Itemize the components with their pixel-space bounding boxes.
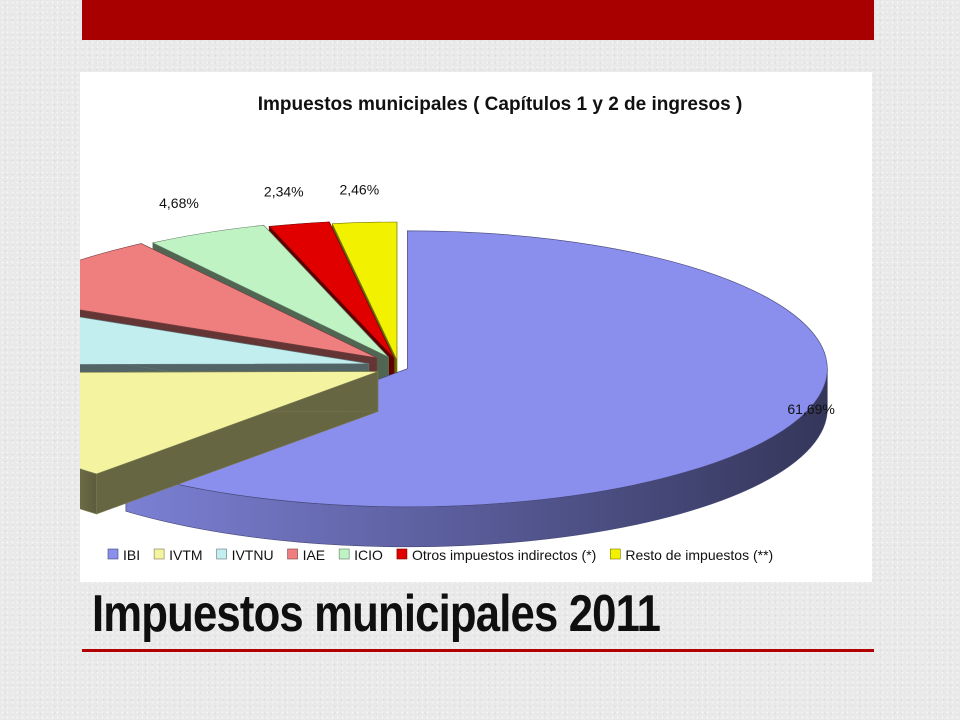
legend-item-ivtnu: IVTNU — [216, 547, 274, 563]
legend: IBI IVTM IVTNU IAE ICIO Otros impuestos indir… — [107, 547, 773, 563]
slice-top — [331, 221, 398, 361]
legend-swatch — [610, 548, 621, 560]
legend-label: IVTNU — [232, 547, 274, 563]
legend-label: Otros impuestos indirectos (*) — [412, 547, 596, 563]
legend-label: IAE — [303, 547, 326, 563]
legend-item-resto-de-impuestos: Resto de impuestos (**) — [610, 547, 773, 563]
slice-top — [80, 371, 379, 475]
legend-item-ibi: IBI — [107, 547, 140, 563]
legend-swatch — [107, 548, 119, 560]
legend-item-icio: ICIO — [338, 547, 383, 563]
pie-slice-ivtm — [80, 371, 379, 515]
data-labels: 61,69%13,18%7,41%8,25%4,68%2,34%2,46% — [159, 181, 835, 417]
data-label-resto-de-impuestos: 2,46% — [339, 181, 379, 197]
legend-label: ICIO — [354, 547, 383, 563]
data-label-ibi: 61,69% — [787, 401, 834, 417]
chart-title: Impuestos municipales ( Capítulos 1 y 2 … — [258, 94, 743, 115]
legend-swatch — [338, 548, 350, 560]
pie-chart: Impuestos municipales ( Capítulos 1 y 2 … — [80, 94, 835, 563]
slice-top — [151, 225, 389, 358]
legend-label: Resto de impuestos (**) — [625, 547, 773, 563]
legend-item-iae: IAE — [287, 547, 326, 563]
slice-top — [268, 221, 395, 359]
pie-layer — [80, 221, 828, 548]
chart-panel: Impuestos municipales ( Capítulos 1 y 2 … — [80, 72, 872, 582]
legend-item-otros-impuestos-indirectos: Otros impuestos indirectos (*) — [396, 547, 596, 563]
top-accent-bar — [82, 0, 874, 40]
legend-item-ivtm: IVTM — [153, 547, 203, 563]
legend-swatch — [153, 548, 165, 560]
legend-swatch — [216, 548, 227, 560]
slide-title: Impuestos municipales 2011 — [92, 585, 661, 643]
legend-swatch — [396, 548, 408, 560]
legend-swatch — [287, 548, 298, 560]
slice-top — [80, 316, 369, 365]
slice-side — [80, 468, 97, 515]
data-label-otros-impuestos-indirectos: 2,34% — [264, 183, 304, 199]
title-underline — [82, 649, 874, 652]
data-label-icio: 4,68% — [159, 195, 199, 211]
legend-label: IBI — [123, 547, 140, 563]
legend-label: IVTM — [169, 547, 202, 563]
slice-top — [80, 243, 378, 359]
